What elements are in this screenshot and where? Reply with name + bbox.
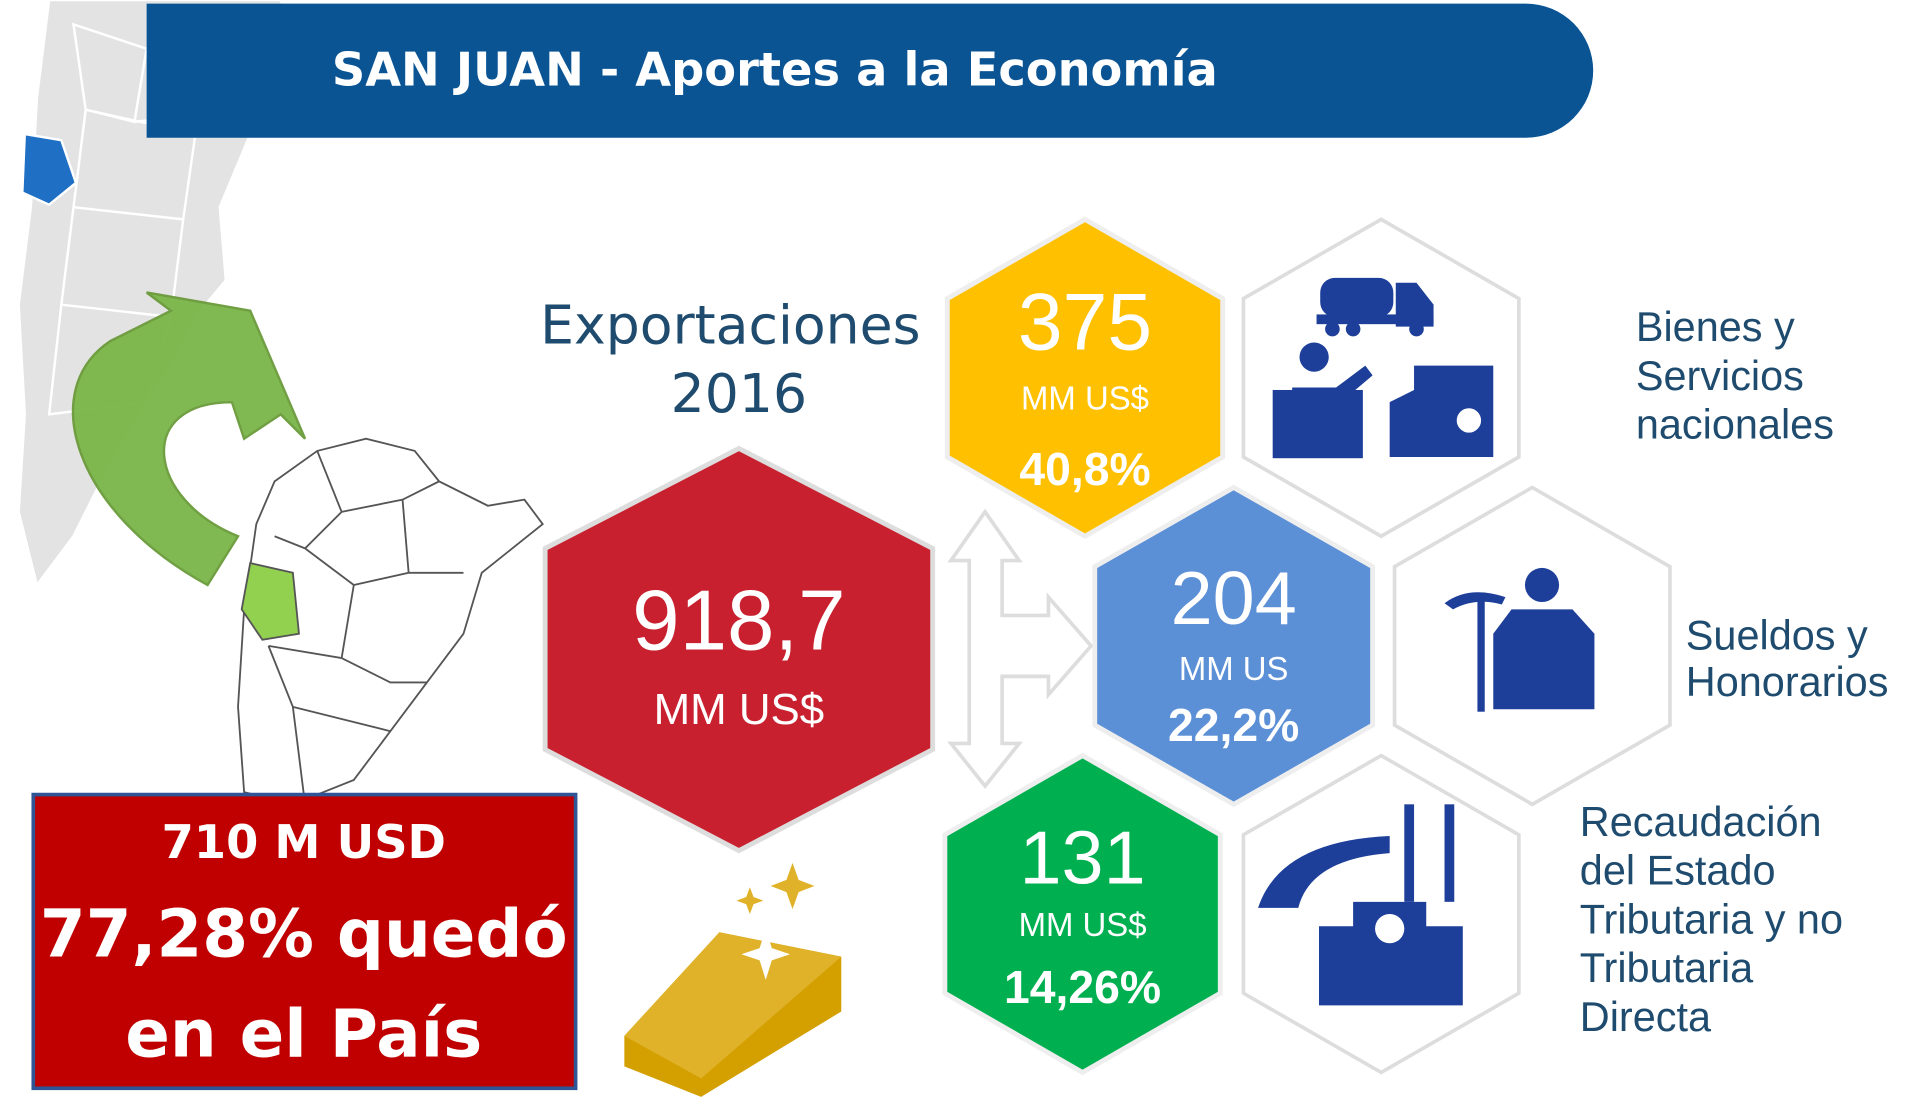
exports-hexagon	[542, 445, 936, 854]
side-label-line: Servicios	[1636, 352, 1804, 399]
side-label-line: Honorarios	[1686, 658, 1889, 705]
callout-line: en el País	[125, 996, 482, 1073]
gold-bar	[624, 862, 842, 1097]
hexagon	[942, 752, 1223, 1076]
icons	[1258, 277, 1595, 1006]
map-zoom	[237, 437, 544, 806]
side-label-line: Tributaria	[1580, 944, 1754, 991]
arrow	[71, 291, 307, 587]
callout-line: 710 M USD	[162, 815, 446, 869]
exports-label-line: Exportaciones	[540, 294, 920, 357]
exports-label-line: 2016	[671, 362, 807, 425]
side-label: Recaudación del Estado Tributaria y no T…	[1580, 798, 1855, 1040]
hexagon-unit: MM US$	[1019, 906, 1147, 943]
side-label-line: Bienes y	[1636, 303, 1795, 350]
exports-value: 918,7	[632, 574, 845, 669]
exports-label: Exportaciones 2016	[540, 294, 937, 425]
side-label-line: Recaudación	[1580, 798, 1822, 845]
hexagon-value: 375	[1018, 278, 1152, 368]
side-label-line: Directa	[1580, 993, 1712, 1040]
header-bar	[146, 3, 1594, 138]
hexagon-unit: MM US	[1179, 650, 1289, 687]
hexagon-value: 204	[1171, 557, 1297, 641]
flow-arrows	[947, 508, 1094, 789]
side-label-line: nacionales	[1636, 401, 1834, 448]
header-title: SAN JUAN - Aportes a la Economía	[332, 42, 1218, 96]
hexagon-unit: MM US$	[1021, 379, 1149, 416]
side-label: Sueldos y Honorarios	[1686, 612, 1889, 705]
hexagon-share: 22,2%	[1168, 699, 1299, 751]
side-label-line: Tributaria y no	[1580, 896, 1843, 943]
callout-line: 77,28% quedó	[40, 896, 568, 973]
hexagon-value: 131	[1020, 817, 1146, 901]
hexagon	[944, 216, 1226, 540]
hexagon-share: 40,8%	[1019, 443, 1150, 495]
side-label-line: del Estado	[1580, 847, 1776, 894]
callout-box	[31, 792, 578, 1091]
hexagon	[1092, 484, 1376, 808]
exports-unit: MM US$	[654, 685, 825, 734]
side-label: Bienes y Servicios nacionales	[1636, 303, 1834, 447]
hexagon-share: 14,26%	[1004, 961, 1161, 1013]
side-label-line: Sueldos y	[1686, 612, 1868, 659]
